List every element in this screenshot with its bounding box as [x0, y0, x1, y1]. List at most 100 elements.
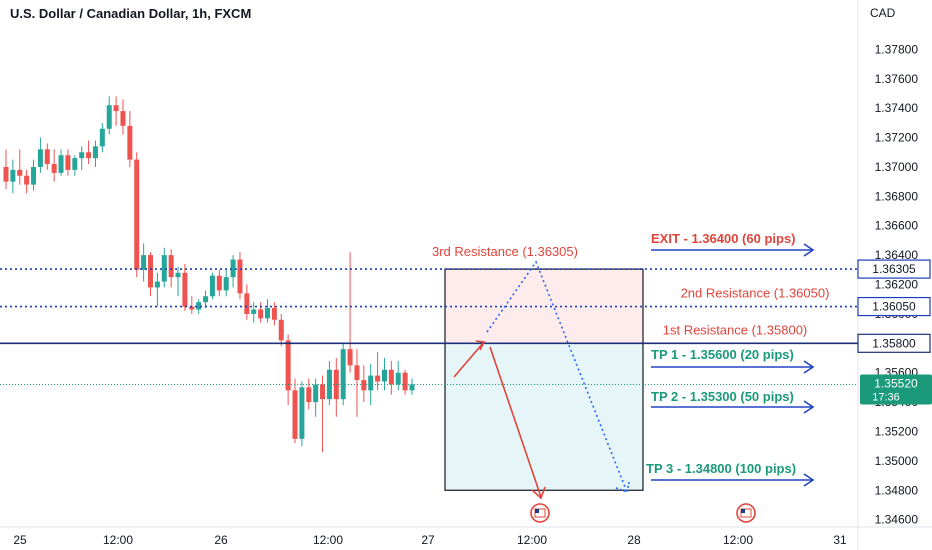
candle-body — [161, 255, 167, 282]
flag-canton — [535, 509, 539, 513]
currency-label: CAD — [870, 6, 896, 20]
candle-body — [395, 372, 401, 385]
y-tick-label: 1.36400 — [875, 248, 919, 262]
candle-body — [368, 375, 374, 391]
candle-body — [120, 111, 126, 126]
y-tick-label: 1.34600 — [875, 513, 919, 527]
y-tick-label: 1.37800 — [875, 42, 919, 56]
time-axis: 25 12:00 26 12:00 27 12:00 28 12:00 31 — [13, 503, 847, 547]
y-tick-label: 1.37600 — [875, 72, 919, 86]
candle-body — [223, 277, 229, 291]
candle-body — [141, 255, 147, 270]
candle-body — [381, 369, 387, 382]
target-arrowhead — [803, 400, 815, 414]
candle-body — [79, 152, 85, 159]
candle-body — [51, 164, 57, 173]
projection-paths — [453, 260, 630, 500]
candle-body — [134, 159, 140, 270]
current-price-label: 1.35520 — [874, 376, 918, 390]
x-tick-label: 12:00 — [313, 533, 343, 547]
target-label: TP 1 - 1.35600 (20 pips) — [651, 347, 794, 362]
x-tick-label: 27 — [421, 533, 435, 547]
target-label: EXIT - 1.36400 (60 pips) — [651, 231, 796, 246]
red-arrowhead — [475, 340, 486, 351]
candle-body — [58, 155, 64, 173]
x-tick-label: 12:00 — [103, 533, 133, 547]
candle-body — [299, 387, 305, 439]
candle-body — [244, 293, 250, 314]
candle-body — [17, 169, 23, 176]
blue-path — [486, 260, 628, 493]
reward-zone — [445, 343, 643, 491]
resistance-label: 1st Resistance (1.35800) — [663, 322, 808, 337]
x-tick-label: 25 — [13, 533, 27, 547]
chart-title: U.S. Dollar / Canadian Dollar, 1h, FXCM — [10, 6, 252, 21]
candle-body — [72, 158, 78, 170]
red-path-up — [453, 341, 485, 378]
price-axis: 1.37800 1.37600 1.37400 1.37200 1.37000 1.368… — [857, 42, 932, 527]
candle-body — [251, 309, 257, 314]
candle-body — [209, 275, 215, 297]
target-label: TP 3 - 1.34800 (100 pips) — [646, 461, 796, 476]
level-badge-label: 1.36305 — [872, 262, 916, 276]
candle-body — [306, 387, 312, 403]
target-label: TP 2 - 1.35300 (50 pips) — [651, 389, 794, 404]
candle-body — [216, 275, 222, 291]
y-tick-label: 1.34800 — [875, 483, 919, 497]
candle-body — [347, 349, 353, 366]
candle-body — [92, 146, 98, 159]
candle-body — [258, 309, 264, 319]
candle-body — [148, 255, 154, 288]
candle-body — [285, 340, 291, 391]
target-arrowhead — [803, 360, 815, 374]
candle-body — [326, 369, 332, 400]
candle-body — [189, 306, 195, 310]
candle-body — [409, 384, 415, 391]
red-path-down — [489, 346, 542, 498]
y-tick-label: 1.37200 — [875, 131, 919, 145]
candle-body — [37, 149, 43, 167]
x-tick-label: 12:00 — [723, 533, 753, 547]
candle-body — [106, 105, 112, 129]
y-tick-label: 1.37400 — [875, 101, 919, 115]
candle-body — [168, 255, 174, 278]
y-tick-label: 1.37000 — [875, 160, 919, 174]
candle-body — [113, 105, 119, 112]
candle-body — [127, 125, 133, 160]
candle-body — [99, 128, 105, 147]
candle-body — [313, 384, 319, 403]
resistance-label: 2nd Resistance (1.36050) — [681, 286, 830, 301]
red-arrowhead-down — [531, 486, 546, 500]
candle-body — [361, 380, 367, 391]
candle-body — [86, 152, 92, 159]
level-badge — [857, 296, 931, 317]
y-tick-label: 1.36800 — [875, 189, 919, 203]
candle-body — [237, 259, 243, 294]
candle-body — [31, 166, 37, 185]
level-badge-label: 1.35800 — [872, 336, 916, 350]
flag-canton — [741, 509, 745, 513]
x-tick-label: 12:00 — [517, 533, 547, 547]
candle-body — [24, 175, 30, 185]
x-tick-label: 28 — [627, 533, 641, 547]
countdown-label: 17:36 — [872, 391, 900, 403]
candle-body — [230, 259, 236, 278]
y-tick-label: 1.35200 — [875, 424, 919, 438]
candle-body — [271, 308, 277, 320]
target-arrowhead — [803, 473, 815, 487]
y-tick-label: 1.36200 — [875, 278, 919, 292]
current-price-badge — [860, 374, 932, 405]
level-badge — [857, 333, 931, 353]
candle-body — [320, 384, 326, 400]
candle-body — [65, 155, 71, 170]
candle-body — [175, 272, 181, 278]
x-tick-label: 31 — [833, 533, 847, 547]
candle-body — [354, 365, 360, 381]
candle-body — [3, 166, 9, 182]
candle-body — [292, 390, 298, 439]
candle-body — [402, 372, 408, 391]
candle-body — [340, 349, 346, 400]
candle-body — [388, 369, 394, 385]
candle-body — [154, 281, 160, 288]
